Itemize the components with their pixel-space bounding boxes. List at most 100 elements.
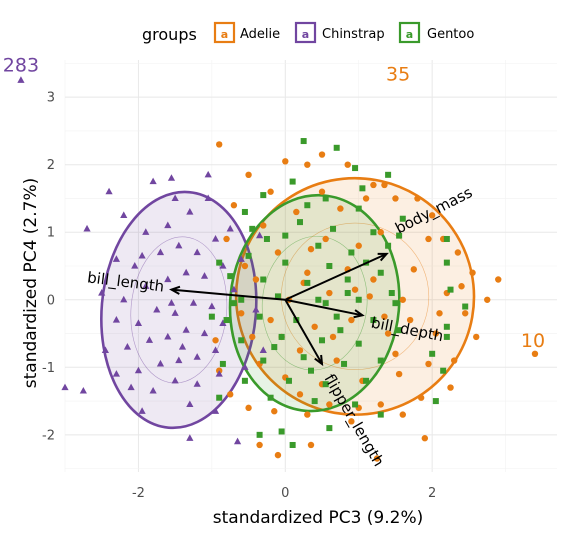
- legend-label-adelie: Adelie: [240, 27, 280, 42]
- legend-label-gentoo: Gentoo: [427, 27, 474, 42]
- point-gentoo: [352, 401, 359, 408]
- arrow-bill-length: [171, 288, 286, 301]
- point-chinstrap: [149, 386, 157, 394]
- point-adelie: [381, 181, 388, 189]
- point-gentoo: [315, 242, 322, 249]
- point-chinstrap: [233, 437, 242, 445]
- point-gentoo: [396, 327, 403, 334]
- x-axis-title: standardized PC3 (9.2%): [213, 508, 424, 528]
- arrowhead-body-mass: [377, 252, 389, 262]
- point-adelie: [333, 357, 340, 364]
- point-gentoo: [260, 357, 267, 364]
- point-gentoo: [333, 144, 340, 151]
- point-chinstrap: [189, 299, 198, 306]
- point-adelie: [216, 141, 223, 148]
- point-chinstrap: [226, 224, 234, 232]
- point-gentoo: [348, 249, 355, 256]
- ellipse-inner-adelie: [281, 222, 430, 370]
- point-chinstrap: [255, 231, 264, 239]
- point-chinstrap: [83, 224, 91, 232]
- point-gentoo: [278, 333, 285, 340]
- point-chinstrap: [61, 383, 69, 391]
- point-chinstrap: [156, 359, 165, 367]
- point-chinstrap: [142, 228, 150, 235]
- point-gentoo: [245, 252, 252, 259]
- point-adelie: [425, 360, 432, 368]
- point-gentoo: [271, 344, 278, 351]
- y-axis-title: standardized PC4 (2.7%): [21, 178, 41, 389]
- point-gentoo: [322, 195, 329, 202]
- point-adelie: [458, 283, 465, 290]
- point-gentoo: [344, 290, 351, 297]
- point-chinstrap: [215, 370, 223, 377]
- point-adelie: [293, 208, 300, 216]
- point-gentoo: [359, 185, 366, 192]
- legend-key-adelie: [213, 21, 236, 44]
- point-adelie: [469, 269, 476, 276]
- point-chinstrap: [112, 370, 121, 377]
- point-gentoo: [355, 296, 362, 303]
- y-tick-label: -1: [42, 361, 55, 376]
- point-adelie: [304, 269, 311, 276]
- point-chinstrap: [252, 305, 260, 313]
- legend-label-chinstrap: Chinstrap: [322, 27, 385, 42]
- point-chinstrap: [211, 407, 220, 414]
- point-adelie: [223, 235, 230, 243]
- legend-item-chinstrap: a Chinstrap: [294, 21, 385, 44]
- point-chinstrap: [171, 309, 179, 316]
- point-chinstrap: [153, 305, 161, 313]
- point-gentoo: [341, 360, 348, 367]
- arrow-flipper-length: [284, 299, 323, 365]
- point-gentoo: [443, 323, 450, 330]
- ellipse-adelie: [234, 176, 476, 416]
- legend-key-chinstrap: [294, 21, 317, 44]
- legend-key-glyph-chinstrap: a: [302, 28, 309, 41]
- point-adelie: [307, 245, 315, 253]
- point-gentoo: [322, 300, 329, 307]
- point-gentoo: [330, 225, 337, 232]
- point-gentoo: [370, 229, 377, 236]
- legend-key-gentoo: [398, 21, 421, 44]
- point-chinstrap: [167, 174, 176, 181]
- point-chinstrap: [138, 407, 146, 414]
- point-gentoo: [392, 300, 399, 307]
- outlier-label-10: 10: [521, 330, 545, 352]
- point-chinstrap: [167, 299, 176, 306]
- point-chinstrap: [112, 255, 121, 262]
- point-gentoo: [274, 293, 281, 300]
- point-chinstrap: [164, 221, 172, 229]
- point-chinstrap: [164, 332, 172, 340]
- point-gentoo: [216, 394, 223, 401]
- point-chinstrap: [200, 272, 209, 279]
- point-adelie: [238, 310, 245, 317]
- point-gentoo: [223, 317, 230, 324]
- point-chinstrap: [101, 346, 109, 354]
- point-chinstrap: [259, 346, 267, 354]
- y-tick-label: 1: [47, 226, 55, 241]
- legend-item-adelie: a Adelie: [213, 21, 280, 44]
- point-adelie: [274, 249, 282, 256]
- point-adelie: [484, 296, 491, 303]
- point-adelie: [436, 310, 443, 317]
- legend-key-glyph-gentoo: a: [406, 28, 413, 41]
- arrow-bill-depth: [285, 298, 363, 317]
- point-gentoo: [216, 259, 223, 266]
- point-adelie: [267, 188, 274, 195]
- point-chinstrap: [127, 383, 135, 391]
- point-adelie: [454, 249, 462, 256]
- point-chinstrap: [182, 326, 190, 333]
- point-chinstrap: [204, 170, 212, 178]
- point-adelie: [355, 242, 362, 249]
- point-chinstrap: [134, 366, 143, 374]
- point-gentoo: [443, 235, 450, 242]
- point-chinstrap: [175, 241, 183, 249]
- point-adelie: [399, 296, 406, 303]
- point-gentoo: [311, 398, 318, 405]
- point-chinstrap: [98, 289, 106, 296]
- point-chinstrap: [138, 251, 146, 259]
- point-gentoo: [296, 219, 303, 226]
- point-gentoo: [462, 303, 469, 310]
- point-adelie: [326, 401, 333, 408]
- x-tick-label: 0: [281, 486, 289, 501]
